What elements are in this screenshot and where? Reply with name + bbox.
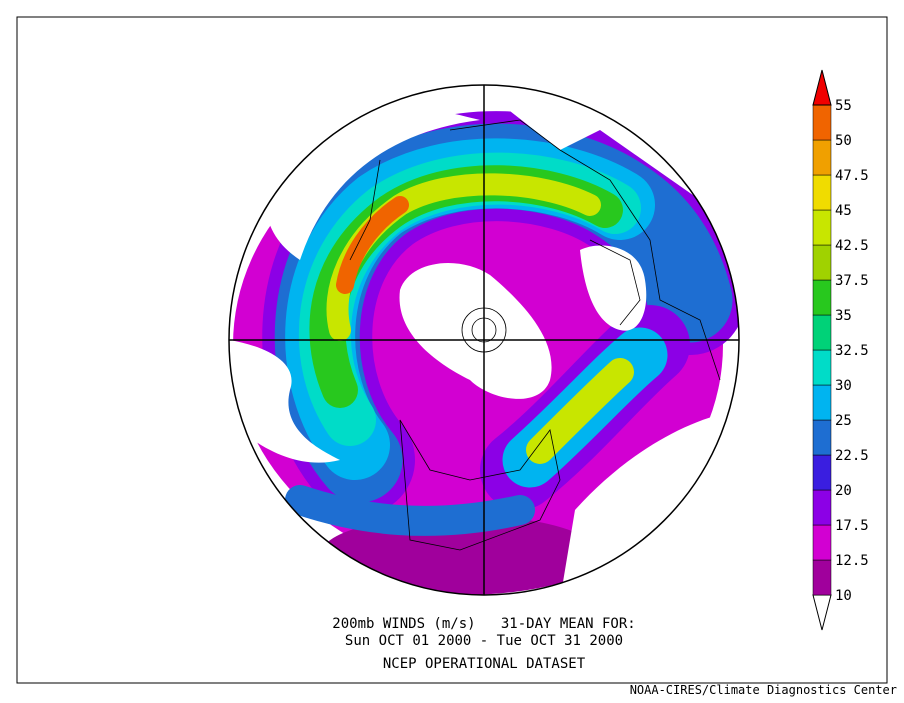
colorbar-label: 55 (835, 98, 852, 114)
colorbar: 10 12.5 17.5 20 22.5 25 30 32.5 35 37.5 42.5 45 47.5… (812, 69, 869, 631)
colorbar-box (812, 314, 832, 351)
colorbar-box (812, 209, 832, 246)
colorbar-box (812, 419, 832, 456)
colorbar-box (812, 174, 832, 211)
colorbar-box (812, 349, 832, 386)
colorbar-box (812, 559, 832, 596)
colorbar-box (812, 384, 832, 421)
colorbar-label: 37.5 (835, 273, 869, 289)
title-line: Sun OCT 01 2000 - Tue OCT 31 2000 (345, 633, 623, 649)
colorbar-label: 20 (835, 483, 852, 499)
colorbar-box (812, 244, 832, 281)
colorbar-label: 17.5 (835, 518, 869, 534)
colorbar-box (812, 104, 832, 141)
colorbar-label: 10 (835, 588, 852, 604)
title-line: NCEP OPERATIONAL DATASET (383, 656, 586, 672)
colorbar-label: 12.5 (835, 553, 869, 569)
colorbar-label: 42.5 (835, 238, 869, 254)
colorbar-box (812, 454, 832, 491)
colorbar-triangle (812, 594, 832, 631)
colorbar-label: 47.5 (835, 168, 869, 184)
colorbar-label: 35 (835, 308, 852, 324)
colorbar-triangle (812, 69, 832, 106)
colorbar-label: 50 (835, 133, 852, 149)
frame (16, 16, 888, 684)
colorbar-label: 30 (835, 378, 852, 394)
colorbar-label: 22.5 (835, 448, 869, 464)
colorbar-box (812, 524, 832, 561)
colorbar-box (812, 279, 832, 316)
credit: NOAA-CIRES/Climate Diagnostics Center (630, 683, 897, 697)
colorbar-label: 32.5 (835, 343, 869, 359)
colorbar-box (812, 139, 832, 176)
colorbar-label: 45 (835, 203, 852, 219)
colorbar-label: 25 (835, 413, 852, 429)
colorbar-box (812, 489, 832, 526)
title-line: 200mb WINDS (m/s) 31-DAY MEAN FOR: (332, 616, 635, 632)
